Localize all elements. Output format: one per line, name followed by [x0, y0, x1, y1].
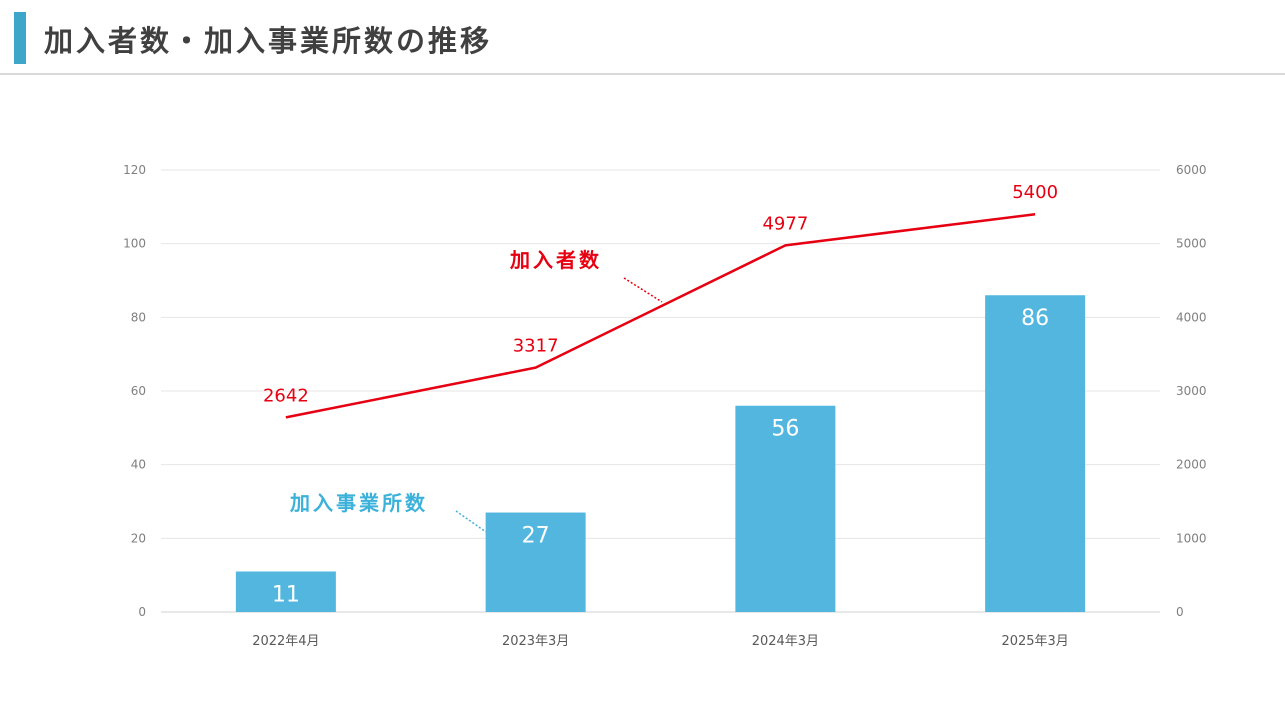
- bar-series: [235, 295, 1086, 612]
- line-data-label: 4977: [762, 213, 808, 234]
- right-axis-tick-label: 4000: [1176, 310, 1207, 324]
- line-series: [285, 212, 1036, 419]
- category-label: 2023年3月: [502, 634, 569, 649]
- right-axis-tick-label: 0: [1176, 605, 1184, 619]
- category-label: 2024年3月: [752, 634, 819, 649]
- line-data-labels: 2642 3317 4977 5400: [263, 182, 1058, 406]
- line-series-callout: 加入者数: [509, 248, 602, 272]
- line-data-label: 5400: [1012, 182, 1058, 203]
- title-accent-bar: [14, 12, 26, 64]
- category-axis-labels: 2022年4月 2023年3月 2024年3月 2025年3月: [252, 634, 1069, 649]
- left-axis-tick-label: 20: [131, 531, 146, 545]
- bar-callout-leader: [455, 510, 487, 533]
- bar: [735, 405, 836, 612]
- bar-data-label: 11: [272, 582, 300, 607]
- bar-series-callout: 加入事業所数: [289, 491, 428, 515]
- right-axis-ticks: 0 1000 2000 3000 4000 5000 6000: [1176, 163, 1207, 619]
- bar-data-label: 27: [522, 524, 550, 549]
- bar: [235, 571, 336, 612]
- right-axis-tick-label: 3000: [1176, 384, 1207, 398]
- bar-data-label: 86: [1021, 306, 1049, 331]
- left-axis-tick-label: 60: [131, 384, 146, 398]
- line-data-label: 3317: [513, 336, 559, 357]
- right-axis-tick-label: 2000: [1176, 458, 1207, 472]
- left-axis-tick-label: 120: [123, 163, 146, 177]
- left-axis-tick-label: 100: [123, 237, 146, 251]
- left-axis-tick-label: 0: [138, 605, 146, 619]
- bar-data-labels: 11 27 56 86: [272, 306, 1049, 607]
- bar: [985, 295, 1086, 612]
- bar-data-label: 56: [771, 417, 799, 442]
- bar: [485, 512, 586, 612]
- left-axis-tick-label: 40: [131, 458, 146, 472]
- header-divider: [0, 73, 1285, 75]
- left-axis-ticks: 0 20 40 60 80 100 120: [123, 163, 146, 619]
- right-axis-tick-label: 5000: [1176, 237, 1207, 251]
- right-axis-tick-label: 1000: [1176, 531, 1207, 545]
- header: 加入者数・加入事業所数の推移: [0, 0, 1285, 75]
- category-label: 2022年4月: [252, 634, 319, 649]
- line-data-label: 2642: [263, 385, 309, 406]
- left-axis-tick-label: 80: [131, 310, 146, 324]
- line-series-path: [285, 212, 1036, 419]
- line-callout-leader: [623, 277, 663, 303]
- right-axis-tick-label: 6000: [1176, 163, 1207, 177]
- page-title: 加入者数・加入事業所数の推移: [44, 24, 493, 58]
- category-label: 2025年3月: [1001, 634, 1068, 649]
